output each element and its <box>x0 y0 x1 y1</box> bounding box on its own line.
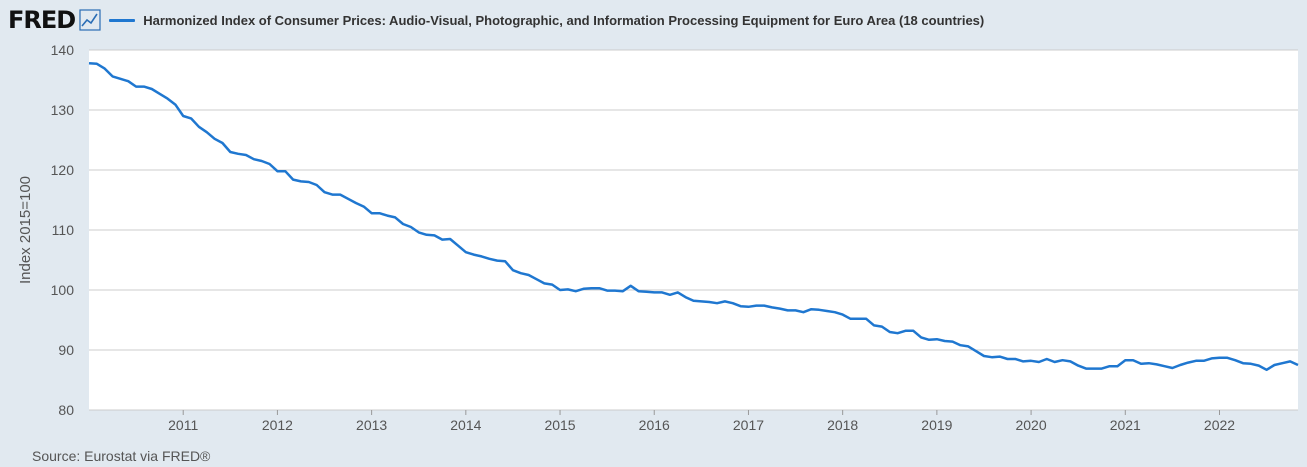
source-note: Source: Eurostat via FRED® <box>32 448 211 464</box>
x-axis: 2011 2012 2013 2014 2015 2016 2017 2018 2019 2020… <box>168 410 1235 433</box>
x-tick-label: 2015 <box>544 417 575 433</box>
legend: Harmonized Index of Consumer Prices: Aud… <box>109 13 984 28</box>
line-chart-icon <box>79 9 101 31</box>
x-tick-label: 2020 <box>1015 417 1046 433</box>
x-tick-label: 2016 <box>639 417 670 433</box>
x-tick-label: 2018 <box>827 417 858 433</box>
y-tick-label: 90 <box>58 342 74 358</box>
series-line <box>88 61 1299 372</box>
x-tick-label: 2013 <box>356 417 387 433</box>
gridlines <box>89 49 1298 411</box>
y-axis-label: Index 2015=100 <box>17 176 34 284</box>
x-tick-label: 2014 <box>450 417 481 433</box>
x-tick-label: 2019 <box>921 417 952 433</box>
x-tick-label: 2011 <box>168 417 198 433</box>
y-tick-label: 140 <box>51 42 75 58</box>
legend-swatch <box>109 18 136 22</box>
chart-header: FRED Harmonized Index of Consumer Prices… <box>8 6 984 34</box>
y-tick-label: 120 <box>51 162 75 178</box>
x-tick-label: 2017 <box>733 417 764 433</box>
y-tick-label: 80 <box>58 402 74 418</box>
x-tick-label: 2022 <box>1204 417 1235 433</box>
fred-logo: FRED <box>8 6 76 34</box>
y-axis: 80 90 100 110 120 130 140 <box>51 42 75 418</box>
x-tick-label: 2012 <box>262 417 293 433</box>
legend-label: Harmonized Index of Consumer Prices: Aud… <box>143 12 985 28</box>
y-tick-label: 130 <box>51 102 75 118</box>
y-tick-label: 100 <box>51 282 75 298</box>
y-tick-label: 110 <box>52 222 75 238</box>
x-tick-label: 2021 <box>1110 417 1141 433</box>
